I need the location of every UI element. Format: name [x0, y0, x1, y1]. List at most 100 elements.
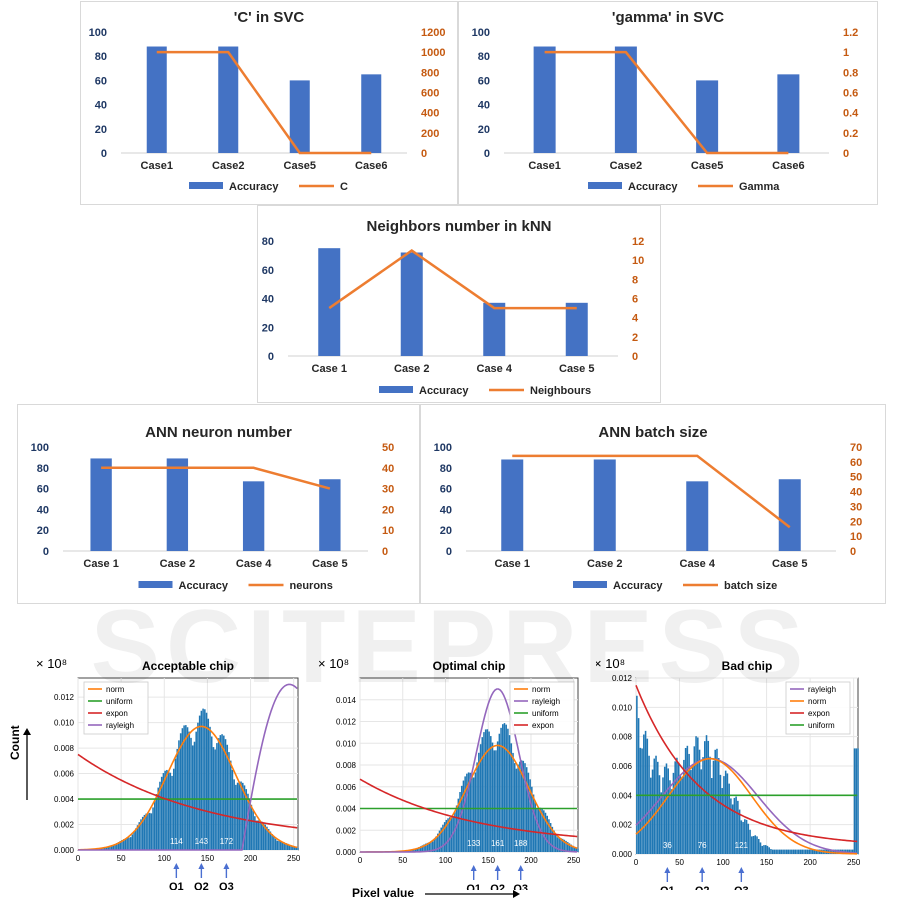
chart-title: Acceptable chip: [142, 659, 234, 673]
histogram-bar: [650, 777, 652, 854]
histogram-bar: [259, 820, 261, 850]
fit-curve-rayleigh: [78, 683, 298, 851]
histogram-bar: [133, 831, 135, 850]
y-tick-label: 20: [262, 322, 274, 334]
histogram-bar: [752, 836, 755, 854]
y2-tick-label: 800: [421, 67, 439, 79]
histogram-bar: [140, 819, 142, 850]
histogram-bar: [157, 787, 160, 850]
y2-tick-label: 0: [382, 546, 388, 558]
histogram-bar: [226, 744, 229, 850]
histogram-bar: [662, 777, 664, 854]
y-tick-label: 80: [37, 463, 49, 475]
histogram-bar: [254, 816, 256, 850]
y-tick-label: 100: [472, 27, 490, 39]
y-tick-label: 20: [440, 525, 452, 537]
histogram-bar: [811, 849, 814, 854]
histogram-bar: [131, 834, 134, 850]
histogram-bar: [857, 748, 859, 854]
quartile-label: Q2: [695, 885, 710, 890]
quartile-label: Q3: [734, 885, 749, 890]
histogram-bar: [563, 839, 566, 852]
y2-tick-label: 1000: [421, 47, 445, 59]
histogram-bar: [159, 781, 161, 850]
histogram-bar: [236, 782, 239, 850]
legend-swatch-bar: [189, 182, 223, 189]
bar: [501, 459, 524, 551]
bar: [242, 481, 265, 551]
histogram-bar: [798, 849, 800, 854]
histogram-bar: [676, 757, 678, 854]
histogram-bar: [483, 732, 485, 852]
histogram-bar: [476, 762, 478, 852]
legend-label: expon: [808, 709, 830, 718]
histogram-bar: [723, 776, 725, 854]
histogram-bar: [431, 841, 434, 852]
histogram-bar: [205, 712, 208, 850]
histogram-bar: [160, 776, 163, 850]
bar: [533, 46, 556, 153]
bar: [483, 302, 506, 356]
series-line: [512, 454, 791, 529]
histogram-bar: [674, 761, 676, 854]
histogram-bar: [575, 847, 578, 852]
histogram-bar: [515, 768, 518, 852]
histogram-bar: [103, 847, 106, 850]
histogram-bar: [537, 807, 540, 852]
count-arrow-icon: [23, 728, 31, 800]
chart-title: ANN batch size: [598, 424, 707, 441]
histogram-bar: [556, 837, 559, 852]
histogram-bar: [421, 845, 424, 852]
y-tick-label: 0.004: [54, 795, 75, 804]
histogram-bar: [803, 849, 805, 854]
histogram-bar: [560, 838, 562, 852]
histogram-bar: [799, 849, 802, 854]
histogram-bar: [570, 844, 572, 852]
histogram-bar: [121, 840, 123, 850]
histogram-bar: [445, 819, 448, 852]
x-tick-label: Case 4: [236, 558, 272, 570]
histogram-bar: [286, 843, 289, 850]
histogram-bar: [174, 758, 177, 850]
histogram-bar: [548, 819, 550, 852]
histogram-bar: [437, 833, 439, 852]
histogram-bar: [438, 830, 441, 852]
histogram-bar: [524, 763, 526, 852]
legend-label: Gamma: [739, 181, 780, 193]
y-tick-label: 60: [478, 75, 490, 87]
fit-curve-norm: [77, 725, 298, 851]
histogram-bar: [260, 821, 263, 850]
histogram-bar: [505, 724, 507, 852]
histogram-bar: [469, 772, 472, 852]
bar: [614, 46, 637, 153]
histogram-bar: [413, 849, 415, 852]
x-tick-label: Case1: [528, 160, 560, 172]
histogram-bar: [466, 773, 468, 852]
histogram-bar: [430, 841, 432, 852]
histogram-bar: [283, 842, 285, 850]
y2-tick-label: 0.4: [843, 108, 859, 120]
x-tick-label: 50: [117, 854, 126, 863]
histogram-bar: [229, 760, 232, 850]
legend-label: Accuracy: [419, 385, 469, 397]
histogram-bar: [443, 822, 446, 852]
exponent-label: × 10⁸: [596, 656, 625, 671]
histogram-bar: [250, 804, 253, 850]
histogram-bar: [702, 757, 704, 854]
fit-curve-norm: [635, 757, 858, 855]
histogram-bar: [116, 843, 118, 850]
histogram-bar: [181, 728, 184, 850]
legend-label: rayleigh: [106, 721, 134, 730]
series-line: [544, 50, 789, 155]
y-tick-label: 0.012: [336, 718, 357, 727]
histogram-bar: [169, 772, 172, 850]
y-tick-label: 0.008: [54, 744, 75, 753]
bar: [289, 80, 310, 153]
histogram-bar: [186, 727, 189, 850]
histogram-bar: [193, 741, 196, 850]
y2-tick-label: 0: [421, 148, 427, 160]
bar: [777, 74, 800, 153]
x-tick-label: Case 2: [587, 558, 622, 570]
x-tick-label: Case 5: [772, 558, 807, 570]
histogram-bar: [257, 820, 260, 850]
